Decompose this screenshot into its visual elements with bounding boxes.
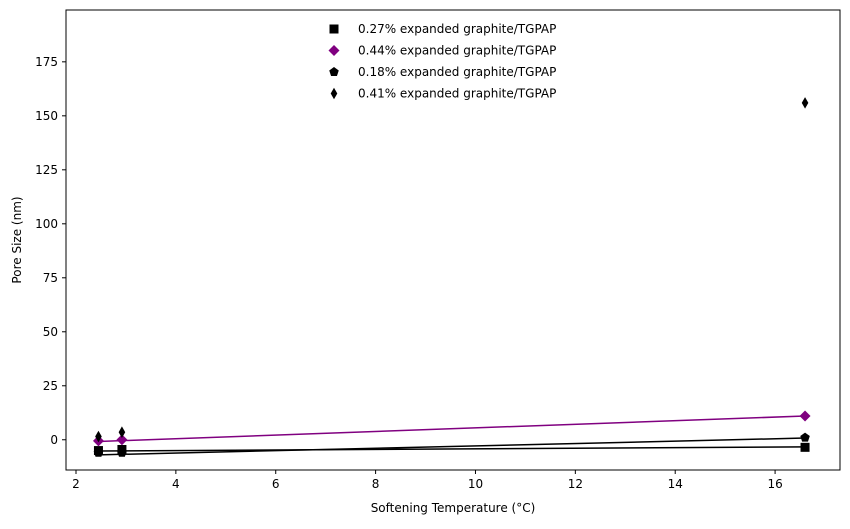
legend-marker-series-1 <box>329 24 339 34</box>
x-axis: 2 4 6 8 10 12 14 16 <box>72 470 783 491</box>
y-tick-label: 150 <box>35 109 58 123</box>
legend-marker-series-2 <box>328 45 340 56</box>
data-point-series-4 <box>118 426 126 439</box>
y-tick-label: 175 <box>35 55 58 69</box>
legend-label-series-1: 0.27% expanded graphite/TGPAP <box>358 22 556 36</box>
x-tick-label: 6 <box>272 477 280 491</box>
data-point-series-3 <box>800 432 810 442</box>
legend: 0.27% expanded graphite/TGPAP 0.44% expan… <box>328 22 556 101</box>
y-tick-label: 100 <box>35 217 58 231</box>
legend-marker-series-4 <box>330 87 338 100</box>
trend-lines <box>98 415 806 456</box>
data-point-series-4 <box>801 97 809 109</box>
legend-label-series-4: 0.41% expanded graphite/TGPAP <box>358 87 556 101</box>
data-point-series-4 <box>95 430 102 443</box>
legend-label-series-3: 0.18% expanded graphite/TGPAP <box>358 65 556 79</box>
data-point-series-2 <box>116 434 128 446</box>
x-tick-label: 4 <box>172 477 180 491</box>
trend-line-series-2 <box>98 415 806 443</box>
data-point-series-1 <box>800 442 810 452</box>
x-tick-label: 14 <box>668 477 683 491</box>
y-tick-label: 25 <box>43 379 58 393</box>
x-tick-label: 16 <box>767 477 782 491</box>
trend-line-series-3 <box>98 437 806 456</box>
data-point-series-3 <box>93 447 104 457</box>
x-axis-label: Softening Temperature (°C) <box>371 501 536 515</box>
data-point-series-3 <box>117 447 127 457</box>
y-tick-label: 50 <box>43 325 58 339</box>
y-tick-label: 125 <box>35 163 58 177</box>
x-tick-label: 2 <box>72 477 80 491</box>
legend-label-series-2: 0.44% expanded graphite/TGPAP <box>358 44 556 58</box>
y-axis-label: Pore Size (nm) <box>10 196 24 283</box>
plot-area-frame <box>65 9 841 471</box>
x-tick-label: 8 <box>372 477 380 491</box>
x-tick-label: 12 <box>568 477 583 491</box>
y-tick-label: 0 <box>50 433 58 447</box>
x-tick-label: 10 <box>468 477 483 491</box>
data-point-series-2 <box>799 410 811 422</box>
y-axis: 0 25 50 75 100 125 150 175 <box>35 55 66 447</box>
trend-line-series-1 <box>98 446 806 452</box>
legend-marker-series-3 <box>329 67 339 77</box>
data-points <box>92 97 811 457</box>
y-tick-label: 75 <box>43 271 58 285</box>
